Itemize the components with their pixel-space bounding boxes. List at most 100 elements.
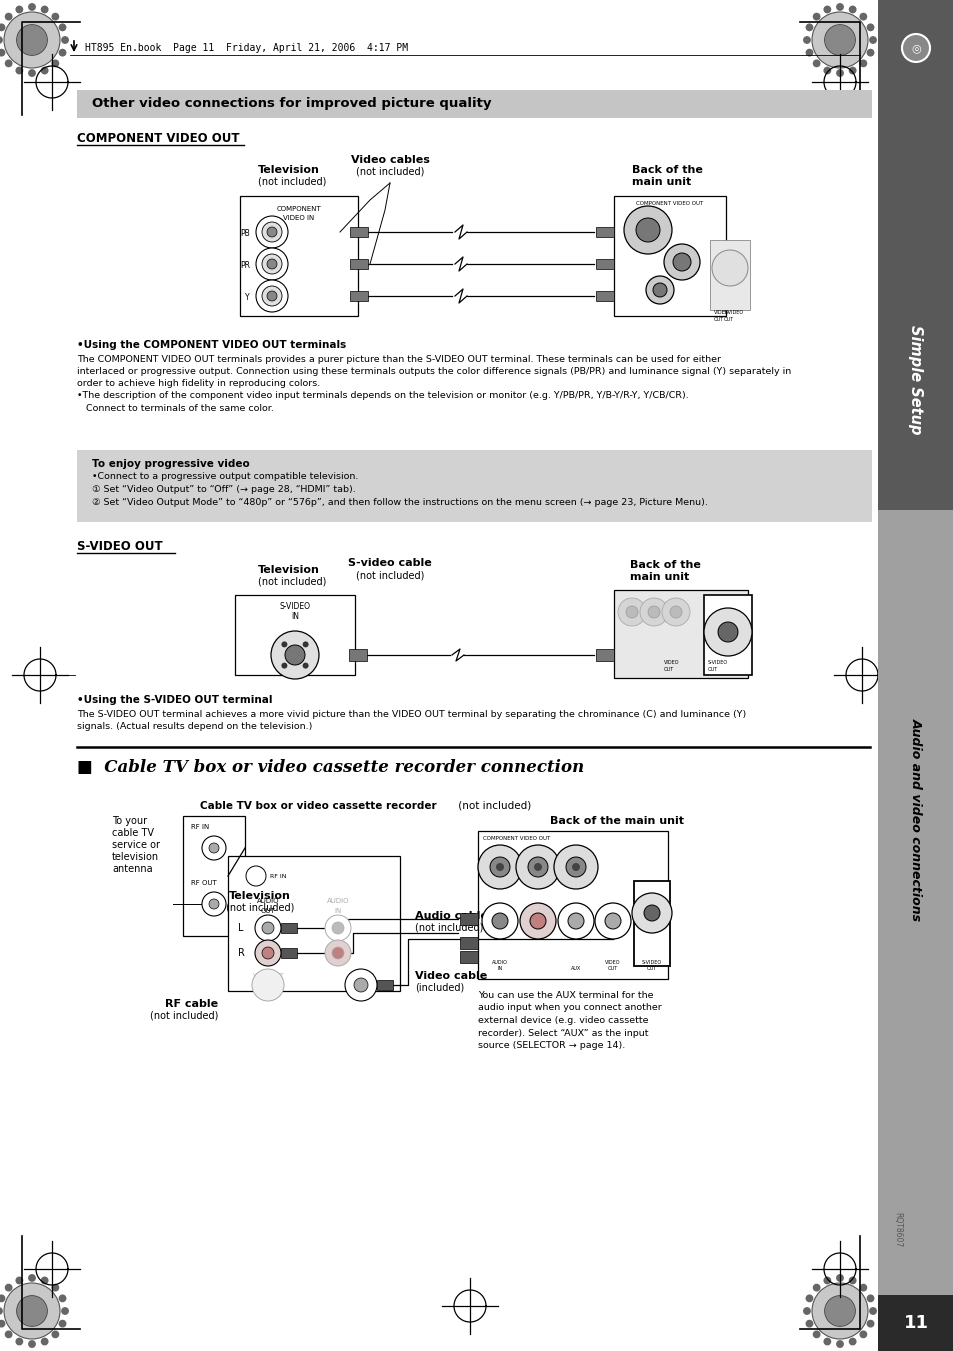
Circle shape [332,947,344,959]
Circle shape [527,857,547,877]
Circle shape [859,59,866,68]
Circle shape [718,621,738,642]
Text: VIDEO
OUT: VIDEO OUT [604,961,620,971]
Circle shape [0,1320,6,1328]
Text: (not included): (not included) [415,923,483,934]
Circle shape [859,1283,866,1292]
Circle shape [859,12,866,20]
Circle shape [254,940,281,966]
Circle shape [647,607,659,617]
Circle shape [51,59,59,68]
Text: •Using the COMPONENT VIDEO OUT terminals: •Using the COMPONENT VIDEO OUT terminals [77,340,346,350]
Circle shape [812,1331,820,1339]
Circle shape [281,642,287,647]
Circle shape [823,1296,855,1327]
Circle shape [636,218,659,242]
Circle shape [255,280,288,312]
Text: The COMPONENT VIDEO OUT terminals provides a purer picture than the S-VIDEO OUT : The COMPONENT VIDEO OUT terminals provid… [77,355,790,412]
Circle shape [865,1320,874,1328]
Bar [350,259,368,269]
Circle shape [302,642,308,647]
Circle shape [565,857,585,877]
Bar [596,227,614,236]
Circle shape [325,940,351,966]
Circle shape [41,1277,49,1285]
Circle shape [822,5,830,14]
Bar [877,0,953,509]
Circle shape [848,1277,856,1285]
Text: cable TV: cable TV [112,828,153,838]
Bar [709,240,749,309]
Text: (included): (included) [415,984,464,993]
Bar [703,594,751,676]
Circle shape [209,843,219,852]
Bar [240,196,357,316]
Circle shape [271,631,318,680]
Circle shape [51,12,59,20]
Bar [596,259,614,269]
Text: (not included): (not included) [355,168,424,177]
Circle shape [41,1337,49,1346]
Circle shape [822,66,830,74]
Circle shape [822,1337,830,1346]
Circle shape [811,12,867,68]
Text: Audio and video connections: Audio and video connections [908,719,922,921]
Text: OUT: OUT [713,317,723,322]
Circle shape [325,915,351,942]
Bar [614,196,725,316]
Bar [77,91,871,118]
Text: RF IN: RF IN [191,824,209,830]
Circle shape [267,290,276,301]
Text: R: R [237,948,245,958]
Circle shape [848,1337,856,1346]
Text: RF IN: RF IN [270,874,286,878]
Bar [349,648,367,661]
Text: OUT: OUT [663,667,674,671]
Circle shape [262,286,282,305]
Bar [77,450,871,521]
Circle shape [61,1306,69,1315]
Circle shape [255,249,288,280]
Text: PR: PR [240,262,250,270]
Circle shape [58,23,67,31]
Bar [459,913,477,925]
Circle shape [811,1283,867,1339]
Circle shape [345,969,376,1001]
Bar [634,881,669,966]
Circle shape [255,216,288,249]
Circle shape [28,69,36,77]
Text: The S-VIDEO OUT terminal achieves a more vivid picture than the VIDEO OUT termin: The S-VIDEO OUT terminal achieves a more… [77,711,745,731]
Circle shape [558,902,594,939]
Circle shape [51,1283,59,1292]
Text: antenna: antenna [112,865,152,874]
Circle shape [812,12,820,20]
Text: 11: 11 [902,1315,927,1332]
Circle shape [262,947,274,959]
Text: Video cables: Video cables [350,155,429,165]
Circle shape [302,662,308,669]
Circle shape [496,863,503,871]
Circle shape [868,1306,876,1315]
Circle shape [652,282,666,297]
Text: OUT: OUT [260,908,275,915]
Text: PB: PB [240,230,250,239]
Text: Video cable: Video cable [415,971,487,981]
Text: AUDIO: AUDIO [256,898,279,904]
Text: main unit: main unit [629,571,688,582]
Text: HT895 En.book  Page 11  Friday, April 21, 2006  4:17 PM: HT895 En.book Page 11 Friday, April 21, … [85,43,408,53]
Text: (not included): (not included) [355,570,424,580]
Text: (not included): (not included) [257,577,326,586]
Text: Television: Television [257,165,319,176]
Circle shape [848,66,856,74]
Text: S-VIDEO
OUT: S-VIDEO OUT [641,961,661,971]
Text: (not included): (not included) [257,177,326,186]
Circle shape [661,598,689,626]
Circle shape [209,898,219,909]
Circle shape [58,49,67,57]
Circle shape [868,36,876,45]
Circle shape [567,913,583,929]
Text: ② Set “Video Output Mode” to “480p” or “576p”, and then follow the instructions : ② Set “Video Output Mode” to “480p” or “… [91,499,707,507]
Circle shape [804,1294,813,1302]
Text: S-VIDEO: S-VIDEO [723,309,743,315]
Circle shape [15,5,23,14]
